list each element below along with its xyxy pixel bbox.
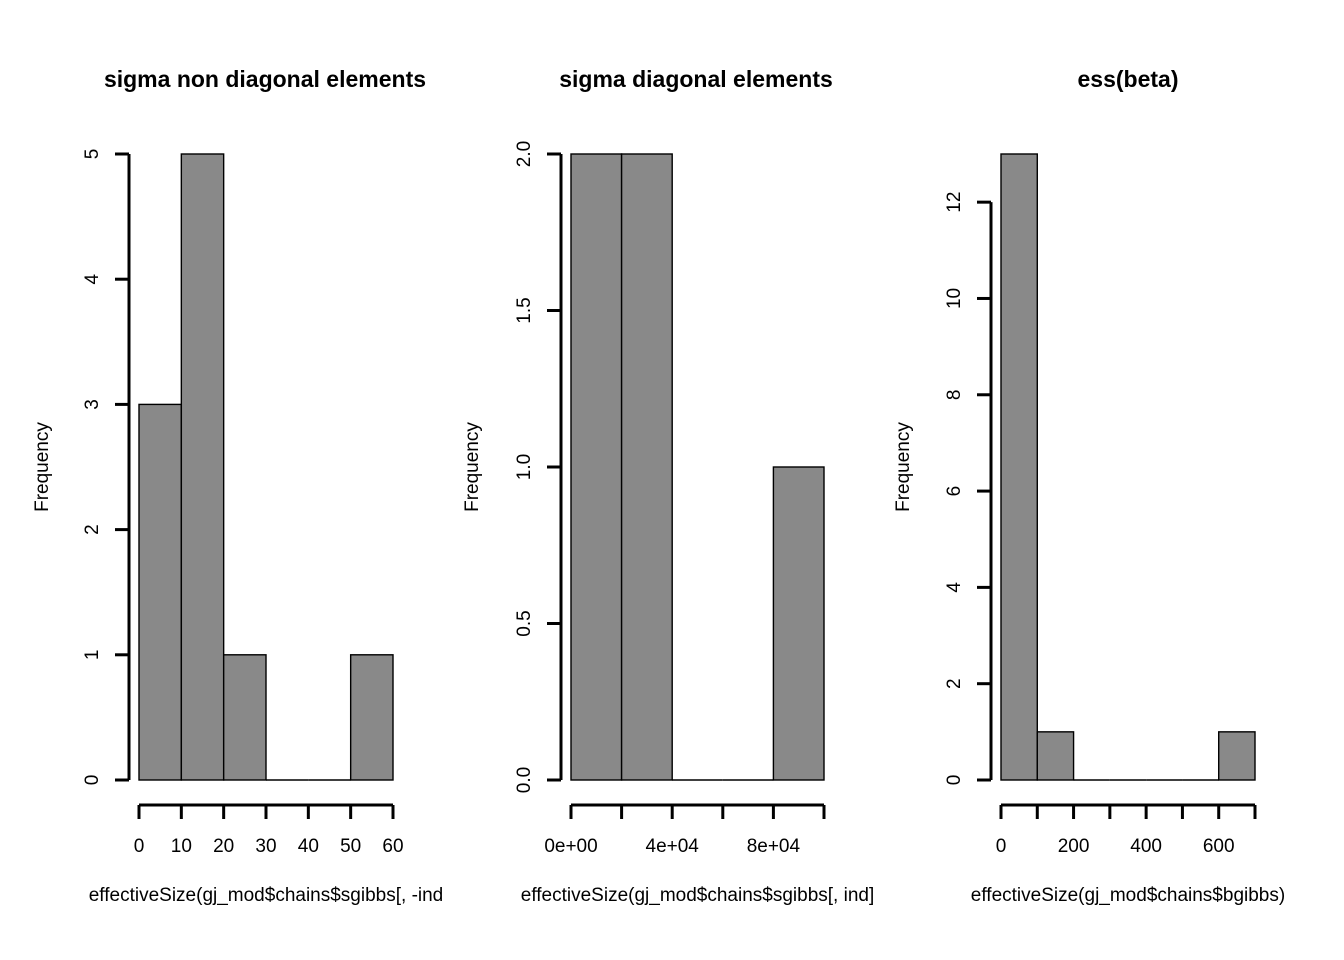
histogram-bar — [1218, 731, 1256, 781]
histogram-bar — [180, 153, 225, 781]
y-tick-label: 1 — [82, 650, 103, 661]
y-axis-label: Frequency — [462, 422, 483, 512]
y-tick-label: 8 — [944, 389, 965, 400]
histogram-bar — [349, 654, 394, 781]
y-tick-label: 0 — [944, 775, 965, 786]
y-tick-label: 3 — [82, 399, 103, 410]
histogram-bar — [138, 403, 183, 781]
y-tick-label: 6 — [944, 486, 965, 497]
x-tick-label: 50 — [340, 836, 361, 857]
histogram-bar — [570, 153, 623, 781]
y-tick-label: 2 — [944, 678, 965, 689]
y-tick-label: 4 — [82, 273, 103, 284]
x-tick-label: 20 — [213, 836, 234, 857]
y-tick-label: 12 — [944, 192, 965, 213]
x-tick-label: 30 — [255, 836, 276, 857]
x-tick-label: 200 — [1058, 836, 1090, 857]
histogram-bar — [620, 153, 673, 781]
x-tick-label: 600 — [1203, 836, 1235, 857]
x-axis-label: effectiveSize(gj_mod$chains$sgibbs[, -in… — [89, 885, 444, 906]
x-tick-label: 10 — [171, 836, 192, 857]
x-axis-label: effectiveSize(gj_mod$chains$bgibbs) — [971, 885, 1285, 906]
x-tick-label: 0 — [996, 836, 1007, 857]
y-tick-label: 0 — [82, 775, 103, 786]
x-axis-label: effectiveSize(gj_mod$chains$sgibbs[, ind… — [521, 885, 874, 906]
y-tick-label: 0.0 — [514, 767, 535, 793]
histogram-bar — [1036, 731, 1075, 781]
x-tick-label: 40 — [298, 836, 319, 857]
y-tick-label: 2.0 — [514, 141, 535, 167]
y-tick-label: 4 — [944, 582, 965, 593]
chart-title: sigma non diagonal elements — [104, 66, 426, 92]
histogram-bar — [222, 654, 267, 781]
x-tick-label: 400 — [1130, 836, 1162, 857]
y-tick-label: 1.0 — [514, 454, 535, 480]
histogram-bar — [1000, 153, 1038, 781]
chart-title: ess(beta) — [1078, 66, 1179, 92]
x-tick-label: 4e+04 — [646, 836, 700, 857]
histogram-bar — [772, 466, 825, 781]
y-tick-label: 1.5 — [514, 297, 535, 323]
x-tick-label: 8e+04 — [747, 836, 801, 857]
panel-sigma-diagonal: sigma diagonal elements Frequency effectiv… — [462, 66, 874, 906]
y-tick-label: 10 — [944, 288, 965, 309]
panel-sigma-non-diagonal: sigma non diagonal elements Frequency effe… — [32, 66, 443, 906]
x-tick-label: 0 — [134, 836, 145, 857]
y-tick-label: 5 — [82, 149, 103, 160]
y-tick-label: 2 — [82, 524, 103, 535]
panel-ess-beta: ess(beta) Frequency effectiveSize(gj_mod$c… — [893, 66, 1285, 906]
y-axis-label: Frequency — [32, 422, 53, 512]
y-tick-label: 0.5 — [514, 610, 535, 636]
x-tick-label: 60 — [382, 836, 403, 857]
y-axis-label: Frequency — [893, 422, 914, 512]
x-tick-label: 0e+00 — [544, 836, 597, 857]
chart-title: sigma diagonal elements — [559, 66, 833, 92]
